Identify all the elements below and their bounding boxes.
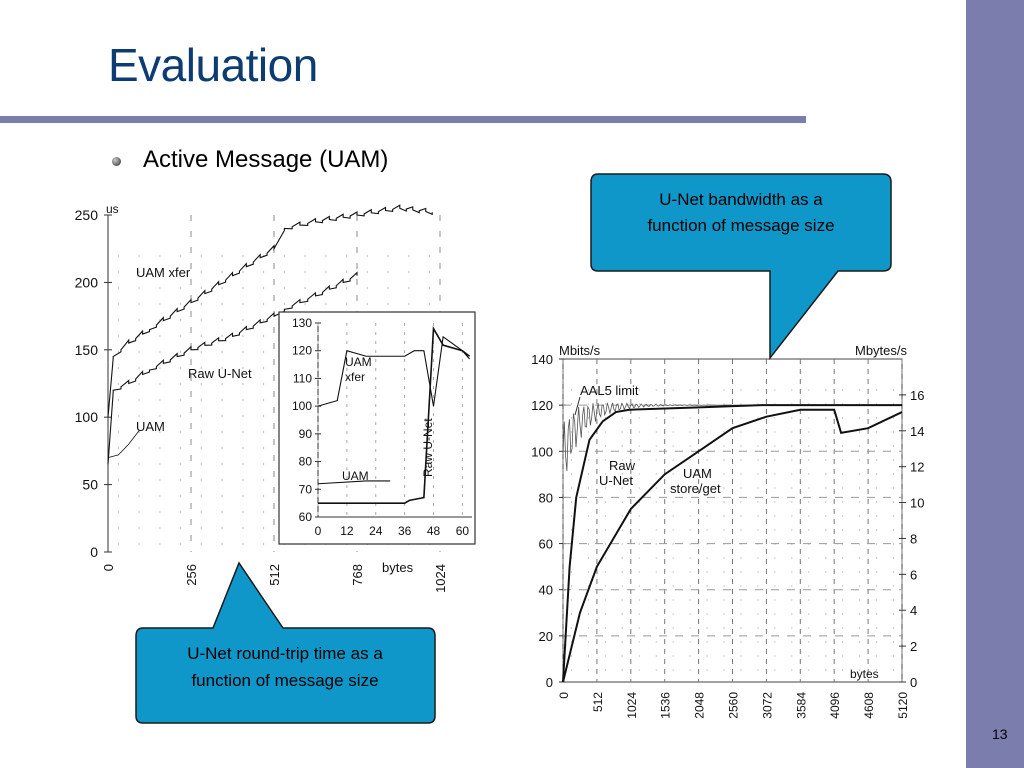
roundtrip-chart: 0 50 100 150 200 250 0 256 512 768 1024 us bytes UAM … bbox=[75, 202, 476, 593]
inset-series-line-uam bbox=[317, 480, 391, 485]
y-tick-label: 20 bbox=[539, 629, 553, 644]
inset-y-tick-label: 120 bbox=[292, 344, 312, 358]
y-tick-label: 0 bbox=[546, 675, 553, 690]
series-line-uam-xfer bbox=[107, 204, 433, 418]
y2-tick-label: 14 bbox=[910, 424, 924, 439]
inset-label-uam-xfer-2: xfer bbox=[345, 370, 365, 384]
y-tick-label: 250 bbox=[75, 207, 99, 223]
x-tick-label: 768 bbox=[350, 564, 365, 586]
label-unet: U-Net bbox=[599, 473, 633, 488]
x-tick-label: 4096 bbox=[828, 692, 842, 719]
series-line-uam bbox=[107, 430, 140, 459]
label-uam: UAM bbox=[136, 419, 165, 434]
y-tick-label: 100 bbox=[531, 444, 553, 459]
inset-y-tick-label: 130 bbox=[292, 316, 312, 330]
y2-tick-label: 6 bbox=[910, 567, 917, 582]
y-tick-label: 100 bbox=[75, 409, 99, 425]
inset-x-tick-label: 12 bbox=[340, 524, 354, 538]
x-tick-label: 512 bbox=[591, 692, 605, 712]
x-tick-label: 1024 bbox=[625, 692, 639, 719]
x-tick-label: 2048 bbox=[693, 692, 707, 719]
inset-y-tick-label: 80 bbox=[299, 455, 313, 469]
roundtrip-callout: U-Net round-trip time as a function of m… bbox=[135, 561, 436, 724]
y2-tick-label: 10 bbox=[910, 496, 924, 511]
x-axis-label: bytes bbox=[382, 560, 414, 575]
y-tick-label: 50 bbox=[82, 477, 98, 493]
y2-axis-label: Mbytes/s bbox=[855, 343, 908, 358]
x-tick-label: 512 bbox=[267, 564, 282, 586]
label-raw-unet: Raw U-Net bbox=[188, 366, 252, 381]
bandwidth-callout-line-2: function of message size bbox=[647, 216, 834, 235]
y-tick-label: 120 bbox=[531, 398, 553, 413]
roundtrip-callout-line-2: function of message size bbox=[191, 671, 378, 690]
inset-series-line-uam-xfer bbox=[317, 335, 471, 407]
inset-label-uam: UAM bbox=[342, 469, 369, 483]
inset-frame bbox=[278, 311, 476, 545]
label-raw: Raw bbox=[609, 458, 636, 473]
inset-x-tick-label: 36 bbox=[398, 524, 412, 538]
inset-label-raw-unet: Raw U-Net bbox=[421, 418, 435, 477]
x-tick-label: 4608 bbox=[862, 692, 876, 719]
callout-shape bbox=[135, 561, 436, 724]
inset-x-tick-label: 48 bbox=[427, 524, 441, 538]
x-tick-label: 0 bbox=[557, 692, 571, 699]
x-tick-label: 256 bbox=[184, 564, 199, 586]
y2-tick-label: 0 bbox=[910, 675, 917, 690]
x-tick-label: 2560 bbox=[727, 692, 741, 719]
callout-shape bbox=[590, 173, 892, 361]
y-tick-label: 0 bbox=[90, 544, 98, 560]
y-tick-label: 140 bbox=[531, 352, 553, 367]
label-store-get: store/get bbox=[670, 481, 721, 496]
inset-y-tick-label: 70 bbox=[299, 482, 313, 496]
x-axis-label: bytes bbox=[850, 667, 879, 681]
inset-y-tick-label: 100 bbox=[292, 399, 312, 413]
inset-x-tick-label: 0 bbox=[315, 524, 322, 538]
y-tick-label: 80 bbox=[539, 490, 553, 505]
y-axis-label: us bbox=[106, 202, 119, 216]
y2-tick-label: 8 bbox=[910, 531, 917, 546]
x-tick-label: 1024 bbox=[433, 564, 448, 593]
y2-tick-label: 16 bbox=[910, 388, 924, 403]
series-line-raw-u-net bbox=[107, 271, 358, 465]
bullet-icon bbox=[112, 157, 121, 166]
y2-tick-label: 12 bbox=[910, 460, 924, 475]
bandwidth-callout: U-Net bandwidth as a function of message… bbox=[590, 173, 892, 361]
page-title: Evaluation bbox=[108, 39, 318, 91]
page-number: 13 bbox=[992, 726, 1008, 742]
y2-tick-label: 2 bbox=[910, 639, 917, 654]
inset-x-tick-label: 24 bbox=[369, 524, 383, 538]
sidebar-band bbox=[966, 0, 1024, 768]
inset-y-tick-label: 60 bbox=[299, 510, 313, 524]
series-line-uam-store-get bbox=[562, 408, 903, 683]
inset-y-tick-label: 90 bbox=[299, 427, 313, 441]
bullet-text: Active Message (UAM) bbox=[143, 146, 389, 173]
series-line-raw-u-net bbox=[562, 404, 902, 683]
bandwidth-callout-line-1: U-Net bandwidth as a bbox=[659, 190, 823, 209]
x-tick-label: 3072 bbox=[760, 692, 774, 719]
y-axis-label: Mbits/s bbox=[559, 343, 601, 358]
label-uam-xfer: UAM xfer bbox=[136, 265, 191, 280]
title-divider bbox=[0, 116, 806, 123]
roundtrip-callout-line-1: U-Net round-trip time as a bbox=[187, 644, 383, 663]
bandwidth-chart: 0 512 1024 1536 2048 2560 3072 3584 4096 4608 5120… bbox=[531, 343, 924, 719]
annotation-pointer bbox=[574, 396, 581, 416]
y-tick-label: 200 bbox=[75, 274, 99, 290]
y-tick-label: 40 bbox=[539, 583, 553, 598]
label-uam: UAM bbox=[683, 466, 712, 481]
annotation-aal5-limit: AAL5 limit bbox=[580, 383, 639, 398]
x-tick-label: 3584 bbox=[794, 692, 808, 719]
x-tick-label: 0 bbox=[101, 564, 116, 571]
inset-series-line-raw-u-net bbox=[318, 325, 471, 504]
inset-y-tick-label: 110 bbox=[293, 371, 312, 385]
inset-label-uam-xfer: UAM bbox=[345, 355, 372, 369]
x-tick-label: 5120 bbox=[896, 692, 910, 719]
y-tick-label: 60 bbox=[539, 537, 553, 552]
inset-x-tick-label: 60 bbox=[456, 524, 470, 538]
y-tick-label: 150 bbox=[75, 342, 99, 358]
y2-tick-label: 4 bbox=[910, 603, 917, 618]
x-tick-label: 1536 bbox=[659, 692, 673, 719]
